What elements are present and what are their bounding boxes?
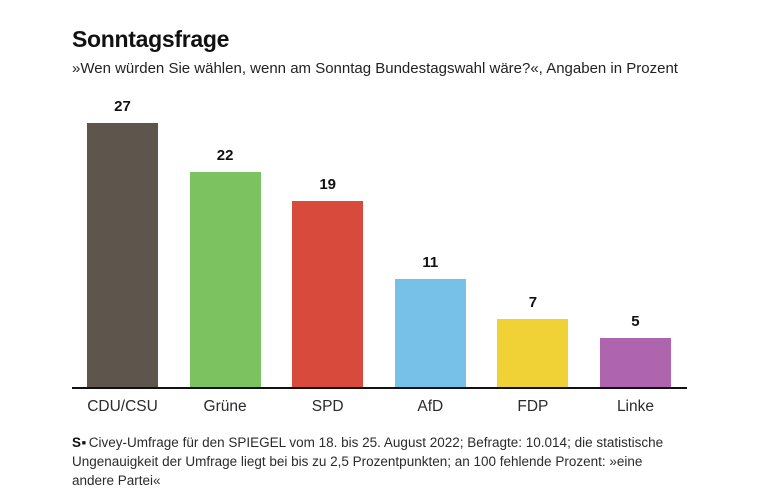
bar-value-fdp: 7 xyxy=(528,294,538,312)
x-axis-label-fdp: FDP xyxy=(517,397,549,415)
bar-column-fdp: 7 xyxy=(497,97,569,387)
x-axis-label-linke: Linke xyxy=(616,397,654,415)
bar-column-cdu-csu: 27 xyxy=(87,97,158,387)
bar-fdp xyxy=(497,318,569,387)
x-axis-label-afd: AfD xyxy=(417,397,444,415)
bar-linke xyxy=(599,337,671,387)
plot-area: 27 22 19 11 7 5 xyxy=(72,97,687,387)
bar-column-linke: 5 xyxy=(599,97,671,387)
bar-value-afd: 11 xyxy=(422,254,439,272)
x-axis-line xyxy=(72,386,687,389)
x-axis-label-cdu-csu: CDU/CSU xyxy=(87,397,158,415)
source-note: S▪ Civey-Umfrage für den SPIEGEL vom 18. … xyxy=(72,433,678,490)
x-axis-label-gr-ne: Grüne xyxy=(203,397,247,415)
bar-spd xyxy=(292,200,364,387)
spiegel-logo: S▪ xyxy=(72,434,87,450)
chart-subtitle: »Wen würden Sie wählen, wenn am Sonntag … xyxy=(72,60,678,78)
bar-gr-ne xyxy=(189,171,261,387)
bar-cdu-csu xyxy=(87,122,158,387)
source-text: Civey-Umfrage für den SPIEGEL vom 18. bi… xyxy=(72,434,664,488)
bar-value-linke: 5 xyxy=(631,313,640,331)
x-axis-labels: CDU/CSU Grüne SPD AfD FDP Linke xyxy=(72,398,687,416)
bar-chart: 27 22 19 11 7 5 CDU/CSU Grüne SPD AfD FDP Linke xyxy=(72,97,687,416)
x-axis-label-spd: SPD xyxy=(311,397,344,415)
bar-column-gr-ne: 22 xyxy=(189,97,261,387)
bar-value-cdu-csu: 27 xyxy=(114,98,131,116)
bar-afd xyxy=(394,278,466,387)
bar-column-afd: 11 xyxy=(394,97,466,387)
bar-value-spd: 19 xyxy=(319,176,337,194)
bar-value-gr-ne: 22 xyxy=(216,147,234,165)
chart-title: Sonntagsfrage xyxy=(72,26,230,52)
bar-column-spd: 19 xyxy=(292,97,364,387)
